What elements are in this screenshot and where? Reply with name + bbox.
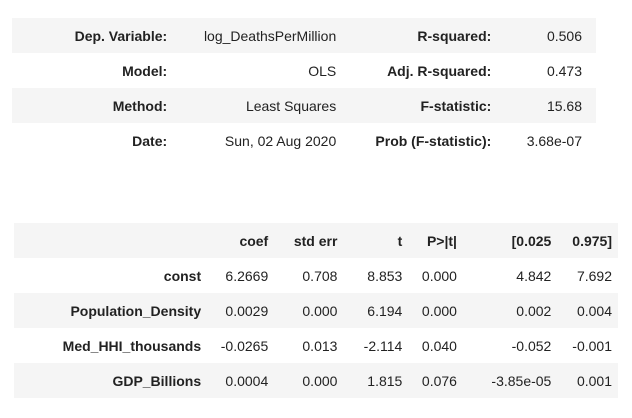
ci-upper-value: 0.004 [561,293,618,328]
summary-label: Method: [12,88,186,123]
coefficient-row: Population_Density 0.0029 0.000 6.194 0.… [14,293,618,328]
ci-lower-value: 0.002 [466,293,562,328]
summary-label: Dep. Variable: [12,18,186,53]
summary-value: 0.506 [499,18,596,53]
summary-label: Prob (F-statistic): [375,132,492,149]
variable-name: const [163,267,202,284]
column-header: coef [211,223,279,258]
summary-value: 0.473 [546,62,582,79]
ci-upper-value: 0.001 [561,363,618,398]
summary-label: Adj. R-squared: [387,62,492,79]
summary-row: Dep. Variable: log_DeathsPerMillion R-sq… [12,18,596,53]
summary-row: Method: Least Squares F-statistic: 15.68 [12,88,596,123]
t-value: 1.815 [347,363,411,398]
column-header: t [347,223,411,258]
summary-value: 3.68e-07 [526,132,582,149]
column-header: [0.025 [466,223,562,258]
std-err-value: 0.000 [278,363,348,398]
coefficient-header-row: coef std err t P>|t| [0.025 0.975] [14,223,618,258]
variable-name: Population_Density [14,293,212,328]
p-value: 0.040 [421,337,457,354]
summary-value: Sun, 02 Aug 2020 [224,132,337,149]
column-header [14,223,212,258]
summary-label: Model: [122,62,168,79]
t-value: 8.853 [367,267,403,284]
variable-name: GDP_Billions [14,363,212,398]
summary-table: Dep. Variable: log_DeathsPerMillion R-sq… [12,18,596,158]
std-err-value: 0.708 [302,267,338,284]
summary-label: R-squared: [342,18,500,53]
ci-upper-value: -0.001 [572,337,612,354]
summary-row: Date: Sun, 02 Aug 2020 Prob (F-statistic… [12,123,596,158]
summary-row: Model: OLS Adj. R-squared: 0.473 [12,53,596,88]
coef-value: 0.0029 [211,293,279,328]
ci-upper-value: 7.692 [576,267,612,284]
std-err-value: 0.013 [302,337,338,354]
p-value: 0.000 [421,267,457,284]
summary-value: 15.68 [499,88,596,123]
column-header: std err [278,223,348,258]
coef-value: 0.0004 [211,363,279,398]
variable-name: Med_HHI_thousands [62,337,202,354]
ci-lower-value: -3.85e-05 [466,363,562,398]
coefficient-table: coef std err t P>|t| [0.025 0.975] const… [14,223,618,398]
coef-value: -0.0265 [220,337,269,354]
coefficient-row: const 6.2669 0.708 8.853 0.000 4.842 7.6… [14,258,618,293]
p-value: 0.000 [410,293,467,328]
coefficient-row: Med_HHI_thousands -0.0265 0.013 -2.114 0… [14,328,618,363]
coef-value: 6.2669 [225,267,269,284]
t-value: 6.194 [347,293,411,328]
std-err-value: 0.000 [278,293,348,328]
column-header: 0.975] [561,223,618,258]
summary-label: F-statistic: [342,88,500,123]
p-value: 0.076 [410,363,467,398]
summary-value: log_DeathsPerMillion [185,18,343,53]
summary-value: OLS [308,62,337,79]
summary-value: Least Squares [185,88,343,123]
ci-lower-value: 4.842 [516,267,552,284]
column-header: P>|t| [410,223,467,258]
t-value: -2.114 [363,337,403,354]
coefficient-row: GDP_Billions 0.0004 0.000 1.815 0.076 -3… [14,363,618,398]
summary-label: Date: [132,132,168,149]
ci-lower-value: -0.052 [511,337,552,354]
